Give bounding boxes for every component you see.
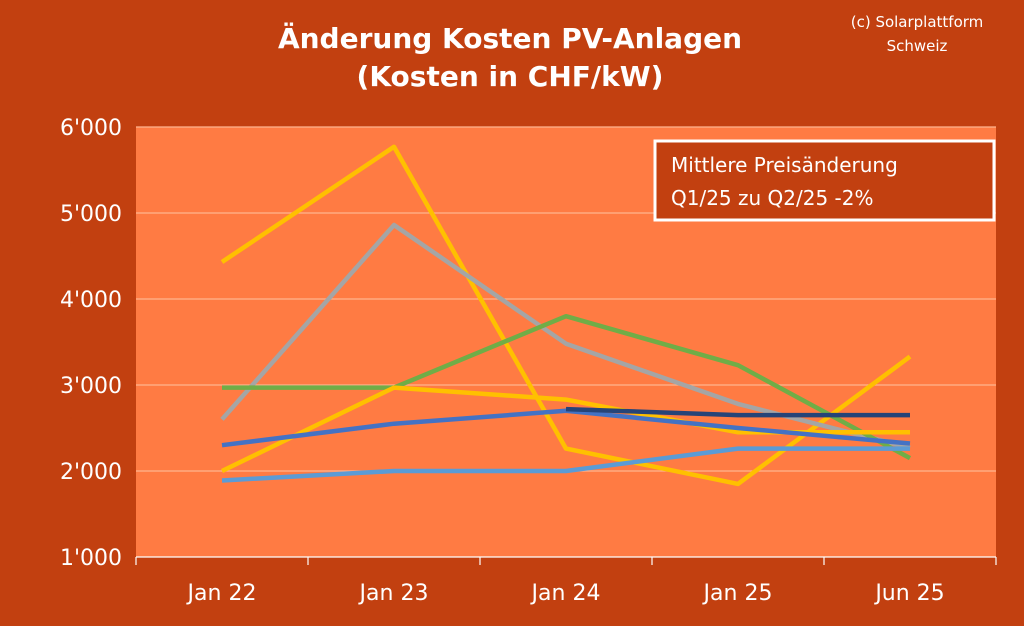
x-tick-label: Jan 22 xyxy=(186,581,257,606)
chart-subtitle: (Kosten in CHF/kW) xyxy=(357,60,664,93)
x-tick-label: Jan 25 xyxy=(702,581,773,606)
series-line-2 xyxy=(220,222,911,450)
axis-layer: 1'000 2'000 3'000 4'000 5'000 6'000 Jan 22 Jan … xyxy=(60,116,997,606)
y-tick-label: 3'000 xyxy=(60,374,122,399)
copyright-line-2: Schweiz xyxy=(887,37,948,55)
series-line-3 xyxy=(222,313,912,461)
y-tick-label: 1'000 xyxy=(60,546,122,571)
x-tick-label: Jan 24 xyxy=(530,581,601,606)
annotation-line-1: Mittlere Preisänderung xyxy=(671,153,898,177)
series-line-7 xyxy=(221,446,910,483)
y-tick-label: 4'000 xyxy=(60,288,122,313)
annotation-box xyxy=(653,139,996,222)
series-line-1 xyxy=(220,144,912,487)
annotation-line-2: Q1/25 zu Q2/25 -2% xyxy=(671,186,874,210)
y-tick-label: 6'000 xyxy=(60,116,122,141)
x-tick-label: Jan 23 xyxy=(358,581,429,606)
series-line-6 xyxy=(565,406,910,418)
chart-title: Änderung Kosten PV-Anlagen xyxy=(278,21,742,55)
y-tick-label: 2'000 xyxy=(60,460,122,485)
x-tick-label: Jun 25 xyxy=(873,581,944,606)
copyright-line-1: (c) Solarplattform xyxy=(851,13,984,31)
y-tick-label: 5'000 xyxy=(60,202,122,227)
series-layer xyxy=(220,144,912,487)
